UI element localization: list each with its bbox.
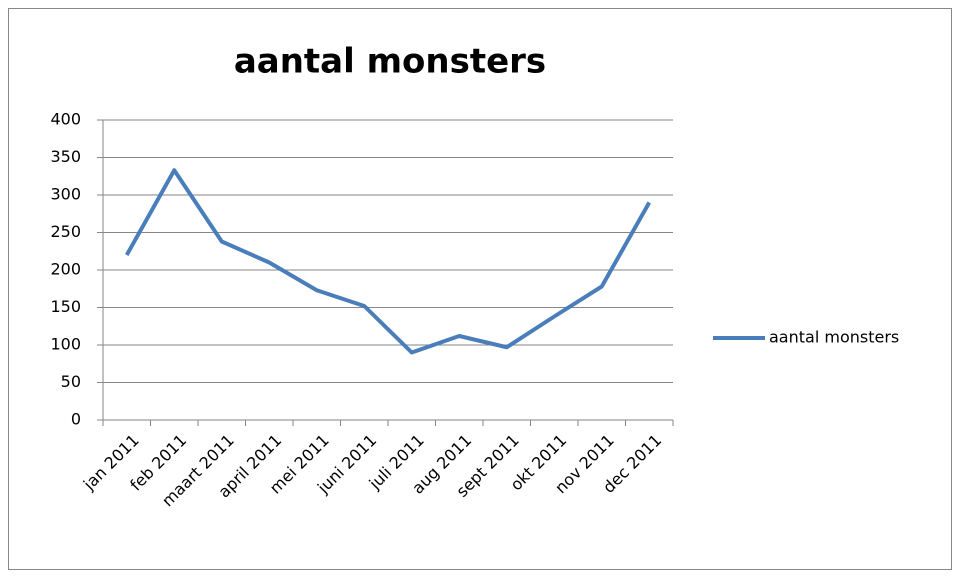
y-tick-label: 0 [71,410,81,429]
chart-border [8,8,952,570]
y-tick-label: 100 [50,335,81,354]
y-tick-label: 300 [50,185,81,204]
y-tick-label: 150 [50,297,81,316]
y-tick-label: 400 [50,110,81,129]
y-tick-label: 350 [50,147,81,166]
y-tick-label: 50 [61,372,81,391]
series-line [125,168,651,355]
y-tick-label: 250 [50,222,81,241]
chart-title: aantal monsters [234,42,546,82]
legend-label: aantal monsters [769,328,899,347]
y-tick-label: 200 [50,260,81,279]
